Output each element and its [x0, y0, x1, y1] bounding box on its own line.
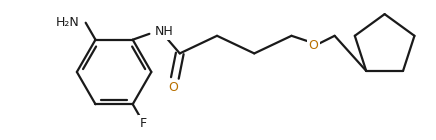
Text: O: O	[168, 81, 178, 94]
Text: O: O	[308, 39, 318, 52]
Text: H₂N: H₂N	[56, 16, 80, 29]
Text: F: F	[140, 117, 147, 130]
Text: NH: NH	[154, 25, 173, 38]
